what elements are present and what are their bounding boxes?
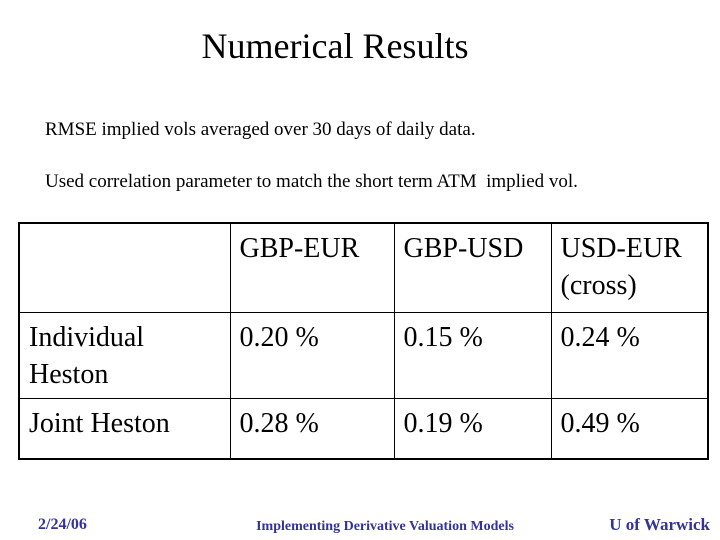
value-individual-gbp-usd: 0.15 % (393, 311, 552, 399)
table-row-individual-heston: Individual Heston 0.20 % 0.15 % 0.24 % (18, 311, 709, 399)
row-label-individual-heston: Individual Heston (18, 311, 231, 399)
slide-title: Numerical Results (201, 26, 469, 66)
value-joint-usd-eur: 0.49 % (550, 397, 709, 460)
footer-center-text: Implementing Derivative Valuation Models (256, 519, 514, 534)
footer-date: 2/24/06 (38, 516, 87, 533)
row-label-text: Joint Heston (29, 407, 170, 439)
footer-right-text: U of Warwick (609, 515, 710, 534)
body-line-2: Used correlation parameter to match the … (45, 171, 578, 192)
header-cell-usd-eur-cross: USD-EUR (cross) (550, 222, 709, 313)
table-header-row: GBP-EUR GBP-USD USD-EUR (cross) (18, 222, 709, 313)
value-joint-gbp-usd: 0.19 % (393, 397, 552, 460)
header-cell-gbp-usd: GBP-USD (393, 222, 552, 313)
body-line-1: RMSE implied vols averaged over 30 days … (45, 119, 476, 140)
row-label-text: Individual Heston (29, 321, 145, 390)
value-joint-gbp-eur: 0.28 % (229, 397, 395, 460)
header-cell-empty (18, 222, 231, 313)
row-label-joint-heston: Joint Heston (18, 397, 231, 460)
value-individual-gbp-eur: 0.20 % (229, 311, 395, 399)
results-table: GBP-EUR GBP-USD USD-EUR (cross) Individu… (18, 222, 709, 460)
value-individual-usd-eur: 0.24 % (550, 311, 709, 399)
table-row-joint-heston: Joint Heston 0.28 % 0.19 % 0.49 % (18, 397, 709, 460)
header-cell-gbp-eur: GBP-EUR (229, 222, 395, 313)
